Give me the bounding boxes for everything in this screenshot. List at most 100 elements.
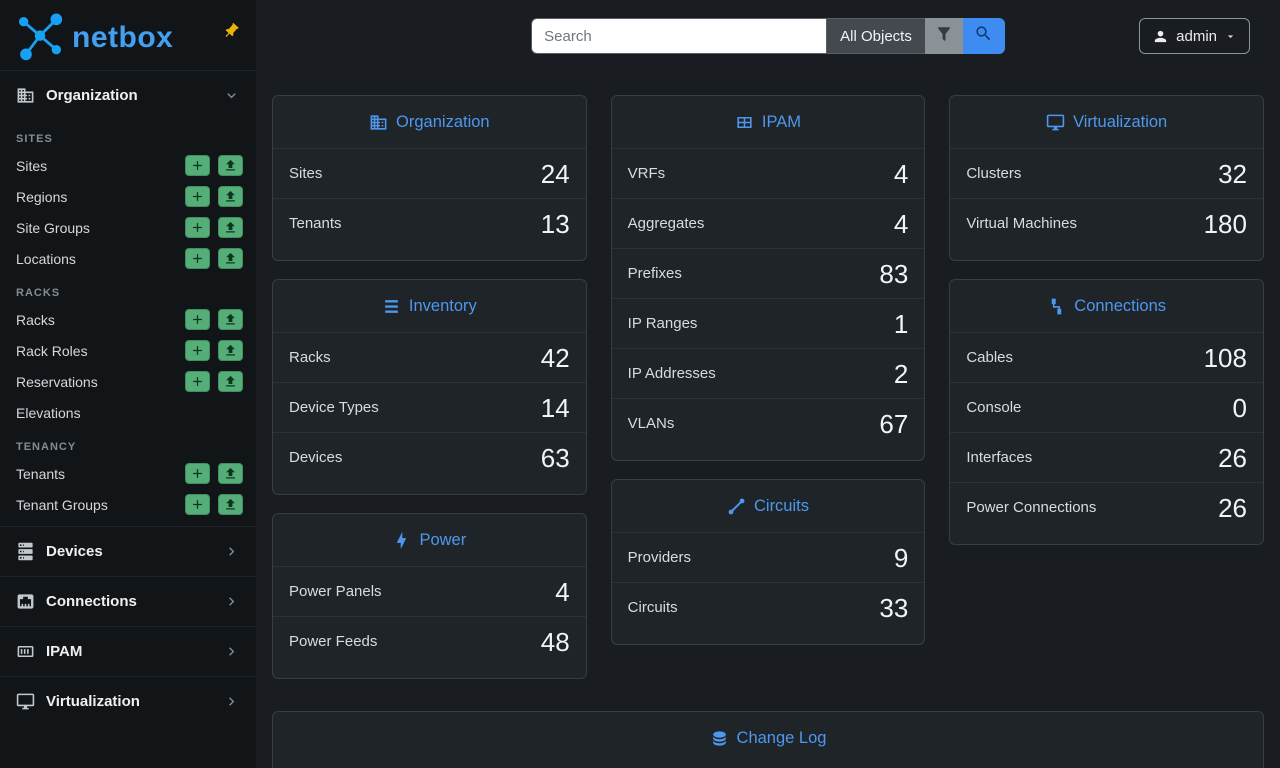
sidebar-section-toggle-devices[interactable]: Devices [0, 527, 256, 576]
add-regions-button[interactable] [185, 186, 210, 207]
sidebar-section-label: Connections [46, 593, 137, 610]
import-locations-button[interactable] [218, 248, 243, 269]
filter-button[interactable] [924, 18, 963, 54]
stat-value-ip-addresses[interactable]: 2 [893, 358, 909, 389]
stat-value-prefixes[interactable]: 83 [879, 258, 909, 289]
import-racks-button[interactable] [218, 309, 243, 330]
stat-label-console[interactable]: Console [966, 399, 1022, 416]
chevron-right-icon [229, 547, 235, 556]
stat-value-interfaces[interactable]: 26 [1218, 442, 1247, 473]
stat-value-device-types[interactable]: 14 [540, 392, 570, 423]
add-tenant-groups-button[interactable] [185, 494, 210, 515]
sidebar-section-label: IPAM [46, 643, 83, 660]
sidebar-section-ipam: IPAM [0, 626, 256, 676]
stat-label-vlans[interactable]: VLANs [627, 415, 675, 432]
card-header: IPAM [612, 96, 925, 148]
stat-label-aggregates[interactable]: Aggregates [627, 215, 705, 232]
stat-label-prefixes[interactable]: Prefixes [627, 265, 682, 282]
stat-value-vlans[interactable]: 67 [879, 408, 909, 439]
stat-label-ip-ranges[interactable]: IP Ranges [627, 315, 698, 332]
stat-label-vrfs[interactable]: VRFs [627, 165, 666, 182]
import-reservations-button[interactable] [218, 371, 243, 392]
sidebar-item-regions[interactable]: Regions [0, 181, 256, 212]
stat-value-aggregates[interactable]: 4 [893, 208, 909, 239]
stat-label-racks[interactable]: Racks [289, 349, 331, 366]
sidebar-group-header-tenancy: TENANCY [16, 441, 77, 453]
circuit-icon [728, 498, 745, 514]
pin-sidebar-button[interactable] [222, 22, 240, 45]
stat-value-providers[interactable]: 9 [893, 542, 909, 573]
plus-icon [193, 346, 202, 355]
import-rack-roles-button[interactable] [218, 340, 243, 361]
import-tenant-groups-button[interactable] [218, 494, 243, 515]
stat-value-power-connections[interactable]: 26 [1218, 492, 1247, 523]
stat-label-power-panels[interactable]: Power Panels [289, 583, 382, 600]
sidebar-item-rack-roles[interactable]: Rack Roles [0, 335, 256, 366]
stat-value-virtual-machines[interactable]: 180 [1203, 208, 1247, 239]
stat-label-devices[interactable]: Devices [289, 449, 343, 466]
stat-value-circuits[interactable]: 33 [879, 592, 909, 623]
stat-value-power-panels[interactable]: 4 [555, 576, 570, 607]
stat-label-sites[interactable]: Sites [289, 165, 323, 182]
plus-icon [193, 500, 202, 509]
building-icon [17, 88, 34, 103]
stat-label-providers[interactable]: Providers [627, 549, 692, 566]
import-regions-button[interactable] [218, 186, 243, 207]
object-type-dropdown-button[interactable]: All Objects [826, 18, 925, 54]
stat-value-power-feeds[interactable]: 48 [540, 626, 570, 657]
upload-icon [226, 467, 235, 479]
plus-icon [193, 469, 202, 478]
netbox-logo[interactable]: netbox [12, 10, 173, 66]
card-header: Virtualization [950, 96, 1263, 148]
stat-value-ip-ranges[interactable]: 1 [893, 308, 909, 339]
sidebar-item-racks[interactable]: Racks [0, 304, 256, 335]
sidebar-section-toggle-ipam[interactable]: IPAM [0, 627, 256, 676]
add-racks-button[interactable] [185, 309, 210, 330]
add-rack-roles-button[interactable] [185, 340, 210, 361]
stat-value-vrfs[interactable]: 4 [893, 158, 909, 189]
stat-label-circuits[interactable]: Circuits [627, 599, 678, 616]
import-site-groups-button[interactable] [218, 217, 243, 238]
stat-value-clusters[interactable]: 32 [1218, 158, 1247, 189]
stat-row-ip-ranges: IP Ranges 1 [611, 298, 925, 348]
stat-label-interfaces[interactable]: Interfaces [966, 449, 1033, 466]
sidebar-item-tenant-groups[interactable]: Tenant Groups [0, 489, 256, 520]
sidebar-item-locations[interactable]: Locations [0, 243, 256, 274]
stat-value-devices[interactable]: 63 [540, 442, 570, 473]
stat-label-power-connections[interactable]: Power Connections [966, 499, 1097, 516]
sidebar-section-toggle-connections[interactable]: Connections [0, 577, 256, 626]
stat-value-cables[interactable]: 108 [1203, 342, 1247, 373]
sidebar-section-toggle-organization[interactable]: Organization [0, 71, 256, 120]
sidebar-item-tenants[interactable]: Tenants [0, 458, 256, 489]
add-site-groups-button[interactable] [185, 217, 210, 238]
user-menu-button[interactable]: admin [1139, 18, 1250, 54]
sidebar-section-toggle-virtualization[interactable]: Virtualization [0, 677, 256, 726]
stat-value-racks[interactable]: 42 [540, 342, 570, 373]
stat-value-tenants[interactable]: 13 [540, 208, 570, 239]
stat-label-tenants[interactable]: Tenants [289, 215, 342, 232]
add-locations-button[interactable] [185, 248, 210, 269]
search-input[interactable] [531, 18, 827, 54]
import-tenants-button[interactable] [218, 463, 243, 484]
add-sites-button[interactable] [185, 155, 210, 176]
dashboard: Organization Sites 24 Tenants 13 Inventory Rac… [256, 72, 1280, 768]
stat-row-interfaces: Interfaces 26 [950, 432, 1263, 482]
sidebar-item-site-groups[interactable]: Site Groups [0, 212, 256, 243]
add-reservations-button[interactable] [185, 371, 210, 392]
sidebar-section-connections: Connections [0, 576, 256, 626]
dashboard-column-1: Organization Sites 24 Tenants 13 Inventory Rac… [272, 95, 587, 679]
add-tenants-button[interactable] [185, 463, 210, 484]
stat-label-cables[interactable]: Cables [966, 349, 1014, 366]
stat-label-ip-addresses[interactable]: IP Addresses [627, 365, 716, 382]
sidebar-item-sites[interactable]: Sites [0, 150, 256, 181]
sidebar-item-elevations[interactable]: Elevations [0, 397, 256, 428]
search-button[interactable] [962, 18, 1005, 54]
stat-value-console[interactable]: 0 [1232, 392, 1247, 423]
import-sites-button[interactable] [218, 155, 243, 176]
sidebar-item-reservations[interactable]: Reservations [0, 366, 256, 397]
stat-label-clusters[interactable]: Clusters [966, 165, 1022, 182]
stat-label-power-feeds[interactable]: Power Feeds [289, 633, 378, 650]
stat-value-sites[interactable]: 24 [540, 158, 570, 189]
stat-label-virtual-machines[interactable]: Virtual Machines [966, 215, 1077, 232]
stat-label-device-types[interactable]: Device Types [289, 399, 379, 416]
